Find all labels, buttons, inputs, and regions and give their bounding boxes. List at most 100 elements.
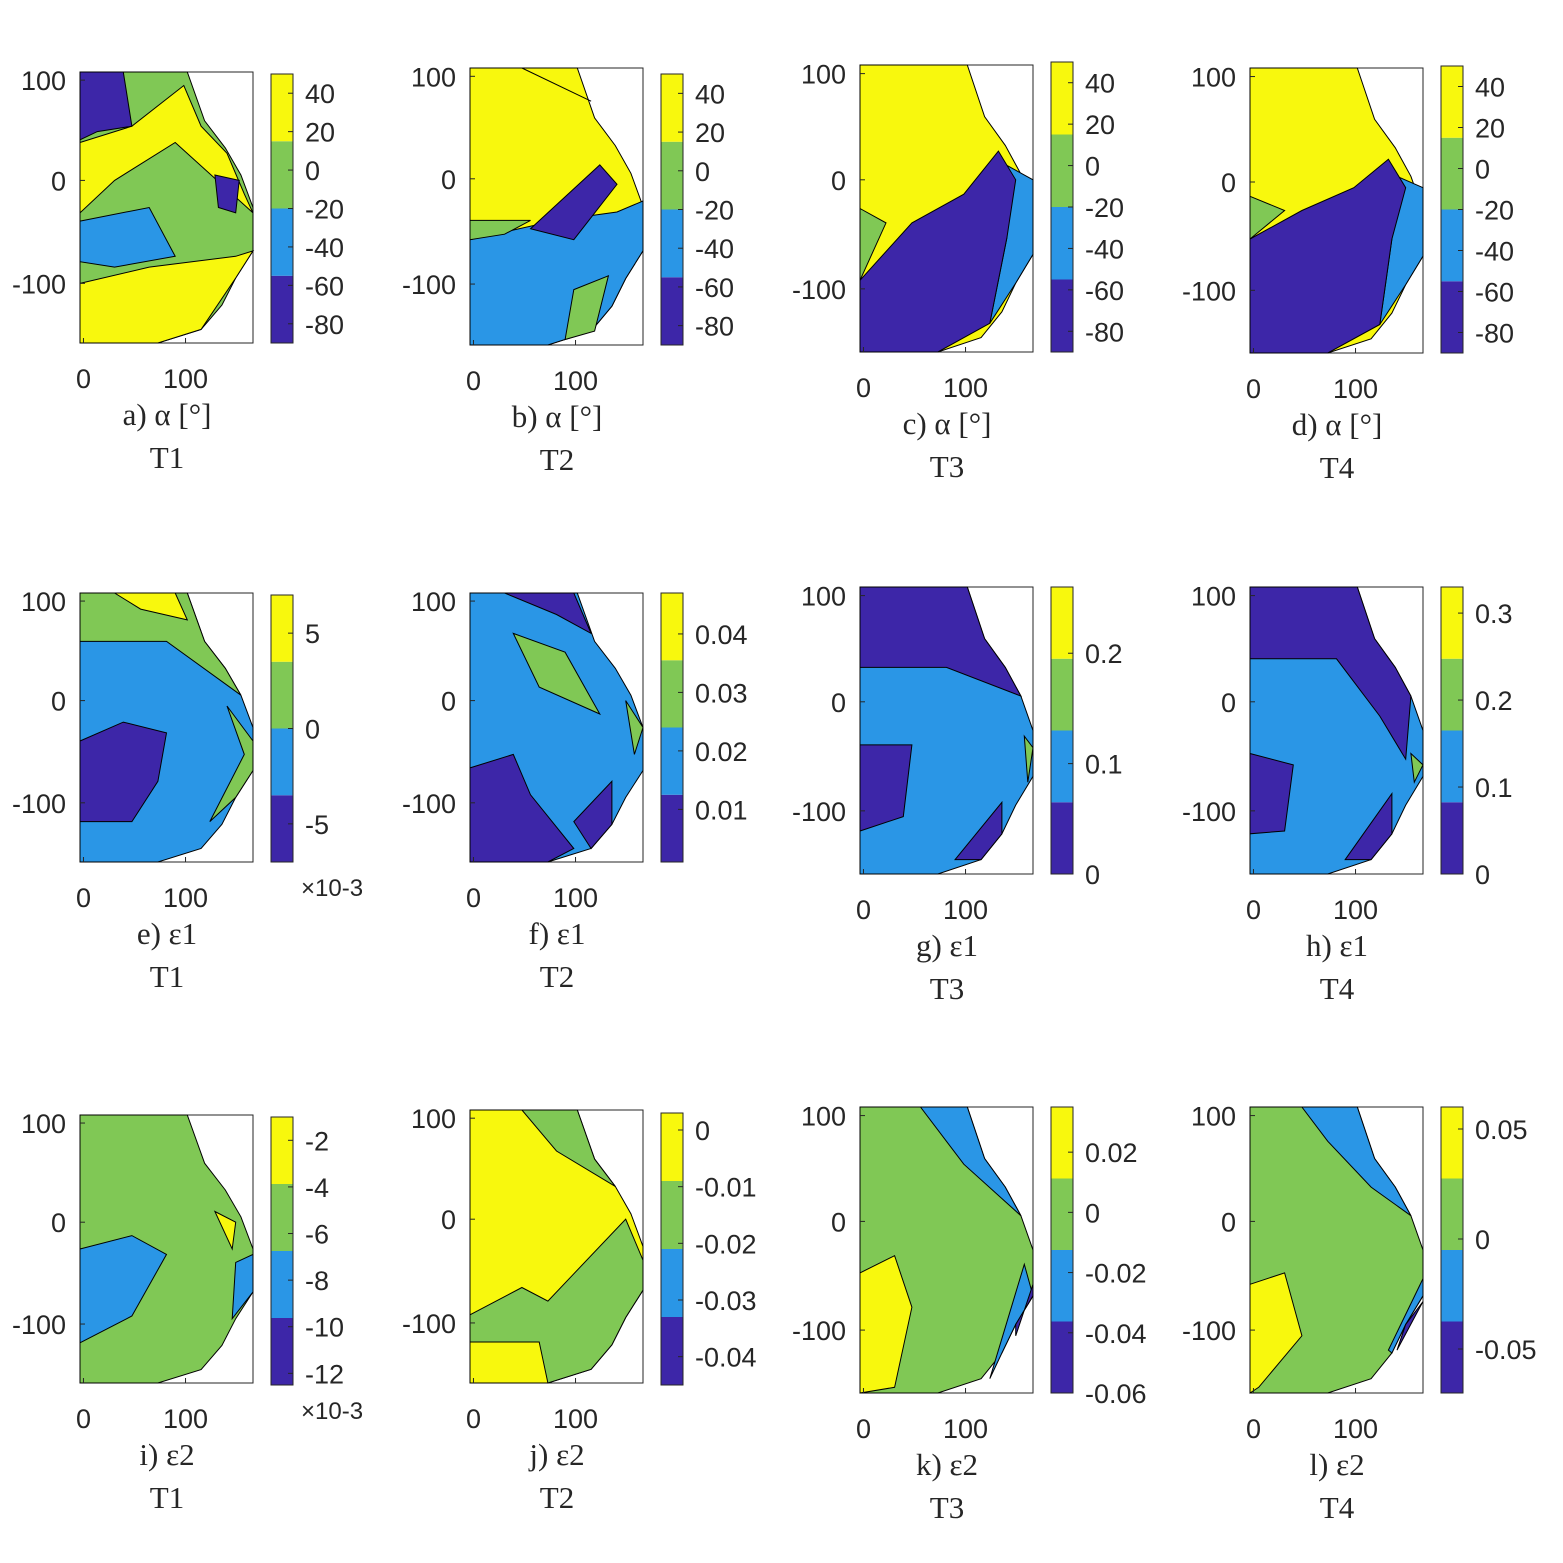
y-tick-label: 0: [1221, 168, 1236, 198]
contour-region-3: [1387, 1278, 1424, 1354]
x-tick-label: 100: [943, 373, 988, 403]
x-tick-label: 0: [1246, 374, 1261, 404]
colorbar-multiplier: ×10-3: [301, 1398, 363, 1425]
colorbar-frame: [660, 1112, 684, 1386]
colorbar-tick-label: -10: [305, 1313, 344, 1343]
y-tick-label: 0: [1221, 688, 1236, 718]
contour-region-3: [954, 800, 1003, 861]
panel-caption: k) ε2: [916, 1447, 978, 1482]
contour-region-3: [79, 721, 168, 823]
colorbar-band-4: [661, 1113, 683, 1181]
x-tick-label: 100: [553, 883, 598, 913]
colorbar-tick-label: -80: [1475, 319, 1514, 349]
colorbar-band-1: [271, 795, 293, 862]
colorbar-band-2: [661, 727, 683, 795]
x-tick-label: 100: [553, 1404, 598, 1434]
colorbar-band-2: [1051, 1250, 1073, 1322]
colorbar-tick-label: 0.05: [1475, 1115, 1528, 1145]
colorbar-band-3: [1051, 134, 1073, 207]
x-tick-label: 100: [943, 895, 988, 925]
panel-test-label: T2: [540, 959, 574, 994]
y-tick-label: 0: [441, 165, 456, 195]
colorbar-band-3: [661, 1181, 683, 1249]
x-tick-label: 100: [163, 364, 208, 394]
y-tick-label: 100: [21, 66, 66, 96]
colorbar-band-4: [1051, 587, 1073, 659]
panel-e: 100 0 -100 0 100 5 0 -5 ×10-3 e) ε1 T1: [12, 587, 363, 994]
panel-test-label: T1: [150, 1480, 184, 1515]
colorbar-band-3: [271, 141, 293, 209]
colorbar-band-4: [1051, 62, 1073, 135]
x-tick-label: 0: [76, 1404, 91, 1434]
colorbar-tick-label: -0.06: [1085, 1379, 1147, 1409]
panel-caption: h) ε1: [1306, 928, 1368, 963]
panel-caption: a) α [°]: [123, 397, 212, 432]
x-tick-label: 0: [76, 364, 91, 394]
colorbar-tick-label: 0.1: [1475, 773, 1513, 803]
colorbar-band-1: [1441, 802, 1463, 874]
colorbar-band-3: [1051, 658, 1073, 731]
colorbar-band-4: [1441, 587, 1463, 659]
colorbar-tick-label: 0.03: [695, 678, 748, 708]
y-tick-label: 100: [1191, 1102, 1236, 1132]
contour-region-5: [625, 700, 644, 755]
colorbar-tick-label: 20: [695, 118, 725, 148]
contour-region-2: [213, 1210, 237, 1251]
y-tick-label: -100: [12, 1310, 66, 1340]
colorbar-band-4: [661, 593, 683, 661]
colorbar-tick-label: -6: [305, 1220, 329, 1250]
colorbar-band-2: [1441, 730, 1463, 803]
panel-test-label: T1: [150, 959, 184, 994]
colorbar-band-1: [1051, 279, 1073, 352]
colorbar-band-3: [661, 141, 683, 210]
colorbar-tick-label: 0: [1475, 860, 1490, 890]
colorbar-tick-label: 0.02: [695, 737, 748, 767]
colorbar-tick-label: 0.3: [1475, 599, 1513, 629]
panel-caption: i) ε2: [139, 1437, 194, 1472]
x-tick-label: 0: [466, 1404, 481, 1434]
contour-region-3: [1344, 792, 1393, 861]
x-tick-label: 0: [1246, 1414, 1261, 1444]
colorbar-tick-label: -40: [1085, 234, 1124, 264]
contour-region-2: [112, 592, 189, 621]
contour-region-2: [79, 250, 255, 344]
colorbar-band-4: [271, 1117, 293, 1184]
colorbar-tick-label: 20: [1475, 114, 1505, 144]
colorbar-tick-label: -5: [305, 810, 329, 840]
colorbar-band-1: [271, 1318, 293, 1385]
panel-test-label: T4: [1320, 971, 1355, 1006]
colorbar-band-2: [661, 1249, 683, 1317]
panel-c: 100 0 -100 0 100 40 20 0 -20 -40 -60 -80 c) α [°] T3: [792, 60, 1124, 484]
y-tick-label: 100: [411, 62, 456, 92]
colorbar-tick-label: 20: [1085, 110, 1115, 140]
contour-region-2: [859, 1254, 913, 1394]
panel-caption: j) ε2: [528, 1437, 584, 1472]
colorbar-tick-label: -60: [1085, 276, 1124, 306]
contour-region-4: [564, 274, 610, 341]
y-tick-label: 100: [21, 1109, 66, 1139]
contour-region-1: [919, 1106, 1022, 1217]
panel-caption: d) α [°]: [1292, 407, 1383, 442]
y-tick-label: 100: [411, 587, 456, 617]
contour-region-4: [1015, 1284, 1034, 1336]
colorbar-band-2: [271, 728, 293, 796]
colorbar-tick-label: 20: [305, 118, 335, 148]
colorbar-band-4: [661, 74, 683, 142]
colorbar-band-4: [271, 74, 293, 142]
x-tick-label: 0: [856, 895, 871, 925]
colorbar-tick-label: -0.02: [695, 1229, 757, 1259]
contour-region-4: [1396, 1301, 1424, 1351]
y-tick-label: 100: [1191, 63, 1236, 93]
panel-caption: c) α [°]: [903, 406, 992, 441]
contour-region-5: [521, 67, 592, 102]
colorbar-tick-label: -60: [305, 271, 344, 301]
colorbar-frame: [1050, 586, 1074, 875]
y-tick-label: 0: [441, 1205, 456, 1235]
colorbar-frame: [1440, 586, 1464, 875]
colorbar-frame: [660, 592, 684, 863]
colorbar-tick-label: -20: [695, 196, 734, 226]
colorbar-band-2: [1051, 730, 1073, 803]
contour-region-1: [1300, 1106, 1412, 1217]
colorbar-tick-label: -60: [1475, 278, 1514, 308]
contour-region-4: [573, 780, 613, 850]
